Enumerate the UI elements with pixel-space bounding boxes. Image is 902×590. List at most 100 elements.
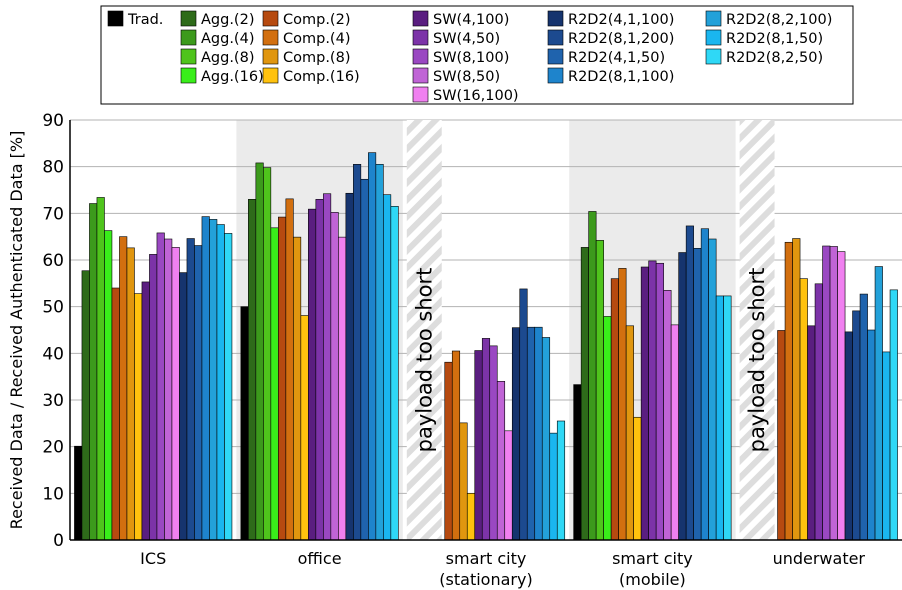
bar	[708, 238, 717, 541]
bar	[595, 240, 604, 541]
bar	[278, 216, 287, 541]
bar	[603, 316, 612, 541]
legend-swatch	[180, 29, 197, 46]
bar	[700, 228, 709, 541]
legend-label: Agg.(4)	[201, 31, 254, 47]
bar	[390, 206, 399, 541]
y-tick-label: 10	[42, 484, 64, 504]
legend-label: SW(8,50)	[433, 69, 500, 85]
legend-swatch	[262, 67, 279, 84]
y-tick-label: 90	[42, 111, 64, 131]
bar	[784, 241, 793, 541]
legend-label: Comp.(4)	[283, 31, 350, 47]
legend-box	[100, 5, 854, 105]
bar	[74, 445, 83, 541]
bar	[859, 293, 868, 541]
bar	[315, 199, 324, 541]
bar	[504, 430, 513, 541]
bar	[466, 493, 476, 541]
bar	[837, 251, 846, 541]
bar	[829, 246, 838, 541]
legend-swatch	[412, 10, 429, 27]
bar	[104, 230, 113, 541]
legend-swatch	[412, 29, 429, 46]
bar	[814, 283, 823, 541]
bar	[126, 247, 135, 541]
bar	[263, 167, 272, 541]
legend-label: R2D2(4,1,100)	[568, 12, 674, 28]
bar	[270, 227, 279, 541]
bar	[625, 325, 634, 541]
bar	[481, 338, 491, 541]
bar	[874, 266, 883, 541]
legend-label: Comp.(2)	[283, 12, 350, 28]
bar	[111, 287, 120, 541]
bar	[141, 281, 150, 541]
legend-label: Agg.(8)	[201, 50, 254, 66]
bar	[610, 278, 619, 541]
legend-swatch	[180, 10, 197, 27]
legend-label: Comp.(16)	[283, 69, 360, 85]
bar	[134, 293, 143, 541]
legend-label: Comp.(8)	[283, 50, 350, 66]
legend-label: R2D2(8,2,100)	[726, 12, 832, 28]
bar	[882, 351, 891, 541]
bar	[300, 315, 309, 541]
bar	[285, 198, 294, 541]
bar	[383, 194, 392, 541]
legend-label: R2D2(8,1,200)	[568, 31, 674, 47]
bar	[777, 330, 786, 541]
bar	[526, 326, 536, 541]
legend-label: SW(4,100)	[433, 12, 509, 28]
bar	[807, 325, 816, 541]
payload-too-short-label: payload too short	[745, 268, 769, 453]
bar	[489, 345, 498, 541]
bar	[511, 327, 521, 541]
bar	[96, 197, 105, 541]
y-tick-label: 70	[42, 204, 64, 224]
bar	[81, 270, 90, 541]
bar	[368, 152, 377, 541]
bar	[496, 381, 506, 541]
y-tick-label: 20	[42, 438, 64, 458]
bar	[534, 326, 543, 541]
bar	[209, 219, 218, 541]
bar	[867, 329, 876, 541]
bar	[171, 247, 180, 541]
legend-label: SW(4,50)	[433, 31, 500, 47]
bar	[678, 252, 687, 541]
bar	[640, 266, 649, 541]
legend-swatch	[705, 29, 722, 46]
bar	[293, 236, 302, 541]
legend-label: R2D2(8,1,50)	[726, 31, 823, 47]
legend-swatch	[547, 10, 564, 27]
legend-swatch	[705, 48, 722, 65]
bar	[474, 350, 483, 541]
bar	[633, 416, 642, 541]
bar	[715, 295, 724, 541]
bar	[375, 164, 384, 541]
legend-label: R2D2(8,2,50)	[726, 50, 823, 66]
bar	[723, 295, 732, 541]
legend-label: Agg.(2)	[201, 12, 254, 28]
x-category-label: smart city (mobile)	[612, 549, 693, 589]
bar	[240, 306, 249, 541]
bar	[179, 272, 188, 541]
bar	[89, 203, 98, 541]
bars	[74, 152, 898, 541]
legend-swatch	[262, 10, 279, 27]
payload-too-short-label: payload too short	[412, 268, 436, 453]
bar	[308, 208, 317, 541]
legend-label: SW(16,100)	[433, 88, 519, 104]
bar	[844, 331, 853, 541]
bar	[194, 245, 203, 541]
y-tick-label: 30	[42, 391, 64, 411]
bar	[670, 324, 679, 541]
legend-swatch	[547, 67, 564, 84]
y-axis-title: Received Data / Received Authenticated D…	[7, 131, 26, 530]
bar	[556, 420, 566, 541]
legend-swatch	[547, 48, 564, 65]
bar	[216, 224, 225, 541]
legend-label: Agg.(16)	[201, 69, 264, 85]
bar	[360, 178, 369, 541]
